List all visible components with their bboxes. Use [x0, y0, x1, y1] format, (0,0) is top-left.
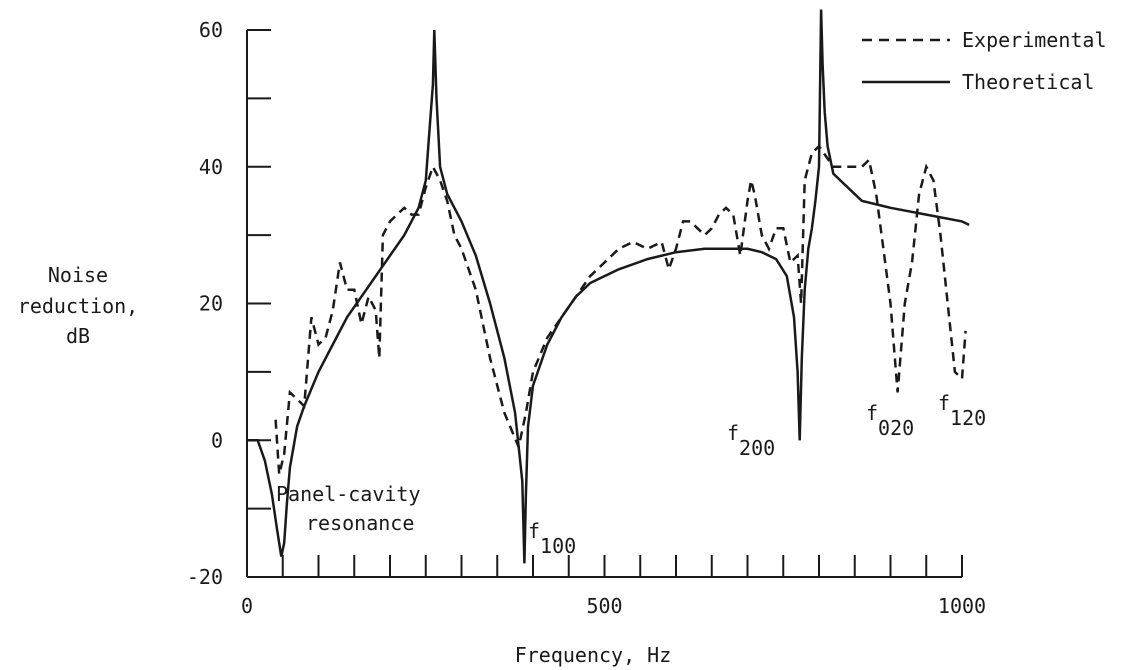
y-axis-title: Noise reduction, dB — [18, 263, 138, 348]
y-axis-title-line-3: dB — [66, 324, 90, 348]
y-tick-label-40: 40 — [199, 155, 223, 179]
annotation-f020-base: f — [866, 401, 878, 425]
y-tick-label--20: -20 — [187, 565, 223, 589]
series-line-theoretical — [247, 9, 970, 564]
annotation-f120: f120 — [938, 391, 986, 430]
y-axis-title-line-1: Noise — [48, 263, 108, 287]
annotation-panel-cavity-line-1: Panel-cavity — [276, 482, 421, 506]
annotation-f100: f100 — [528, 519, 576, 558]
y-axis-title-line-2: reduction, — [18, 294, 138, 318]
x-axis-title: Frequency, Hz — [515, 643, 672, 667]
annotation-f020-sub: 020 — [878, 416, 914, 440]
annotation-f020: f020 — [866, 401, 914, 440]
annotation-f200: f200 — [727, 421, 775, 460]
series-line-experimental — [274, 144, 967, 475]
y-tick-label-0: 0 — [211, 428, 223, 452]
annotation-f120-base: f — [938, 391, 950, 415]
legend: Experimental Theoretical — [862, 28, 1107, 94]
annotation-panel-cavity-line-2: resonance — [306, 511, 414, 535]
x-tick-label-0: 0 — [241, 594, 253, 618]
annotations: Panel-cavity resonance f100 f200 f020 f1… — [276, 391, 986, 558]
y-tick-label-20: 20 — [199, 292, 223, 316]
legend-label-theoretical: Theoretical — [962, 70, 1094, 94]
tick-marks — [246, 29, 963, 578]
x-tick-label-500: 500 — [586, 594, 622, 618]
annotation-f120-sub: 120 — [950, 406, 986, 430]
annotation-f100-base: f — [528, 519, 540, 543]
x-tick-label-1000: 1000 — [938, 594, 986, 618]
annotation-f200-base: f — [727, 421, 739, 445]
annotation-f100-sub: 100 — [540, 534, 576, 558]
annotation-f200-sub: 200 — [739, 436, 775, 460]
y-tick-label-60: 60 — [199, 18, 223, 42]
legend-label-experimental: Experimental — [962, 28, 1107, 52]
